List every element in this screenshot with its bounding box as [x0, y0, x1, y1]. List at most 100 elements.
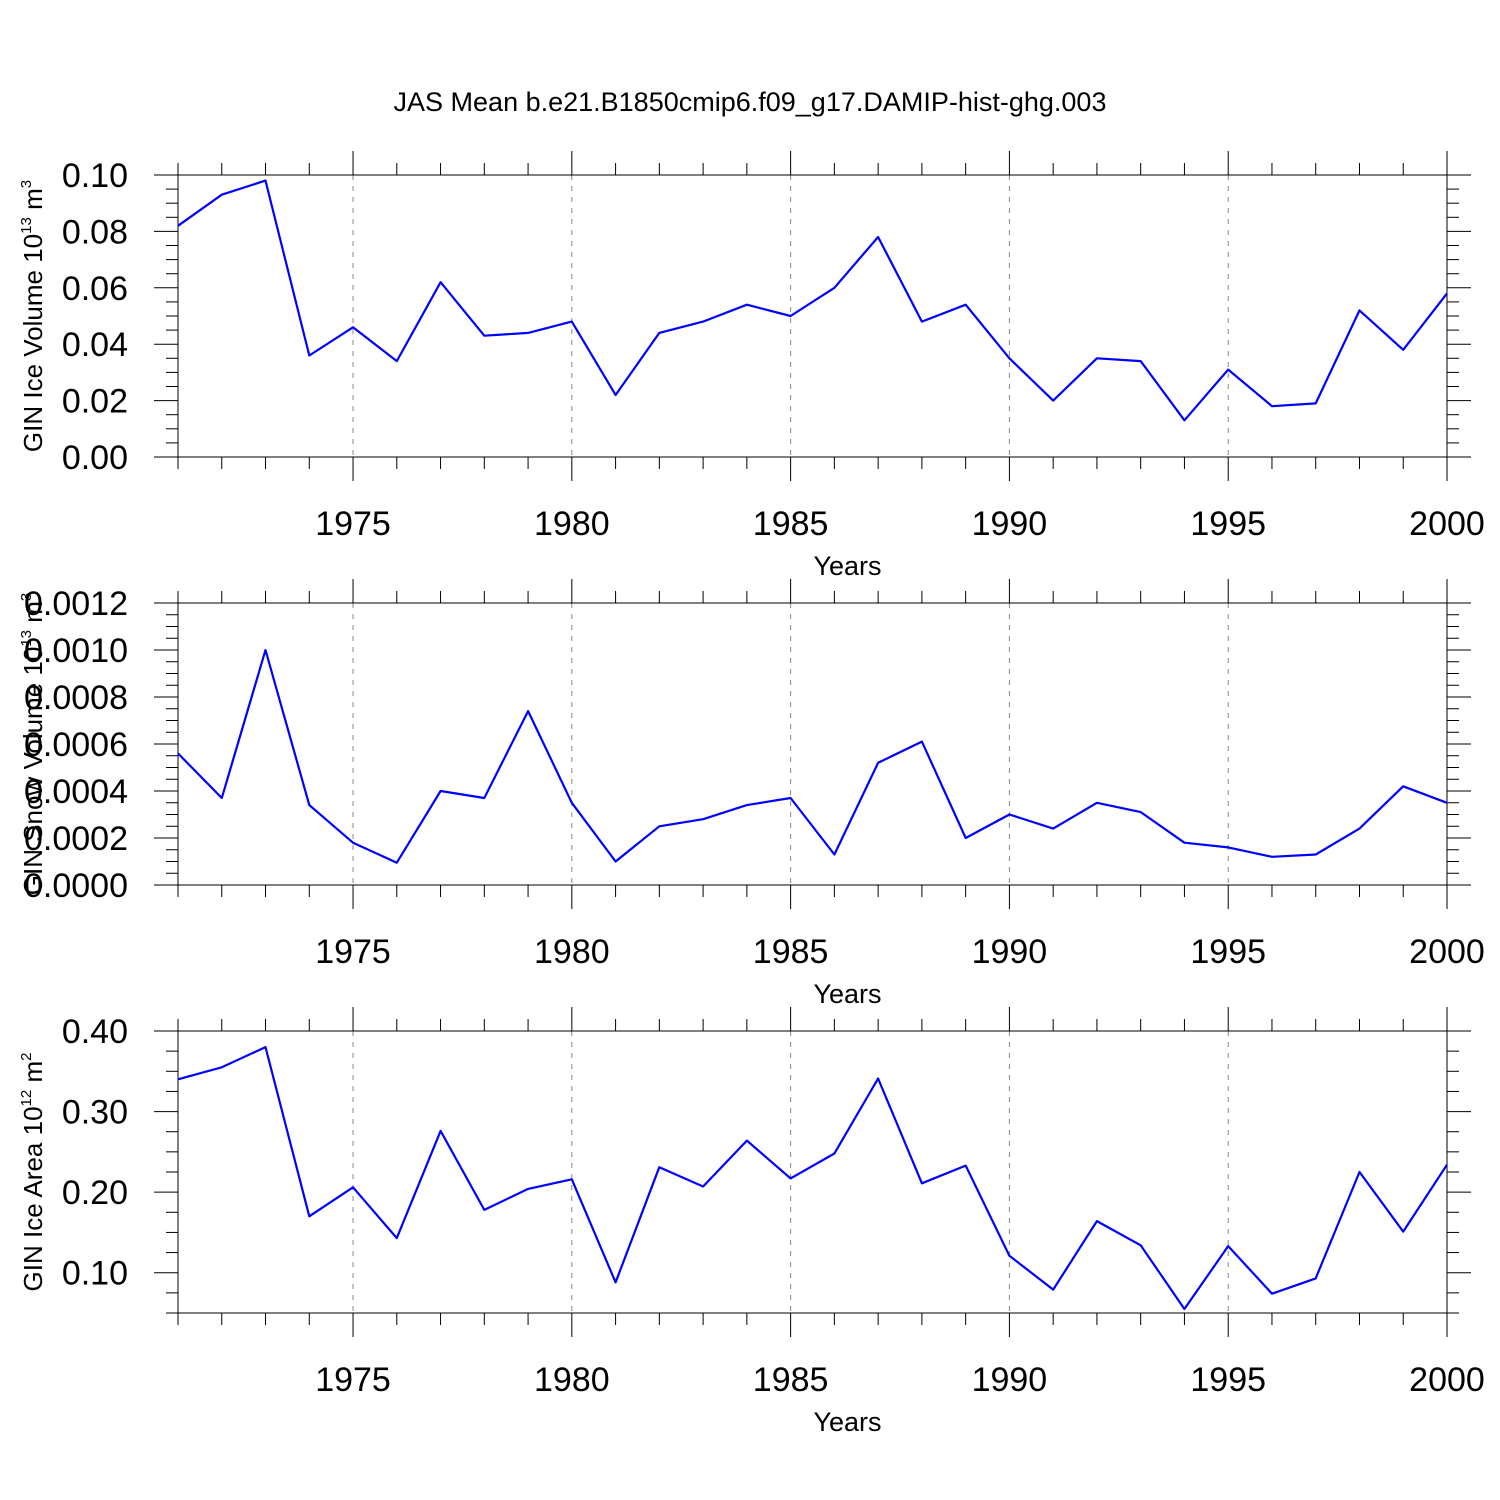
- data-point: [657, 824, 661, 828]
- y-tick-label: 0.40: [62, 1013, 128, 1051]
- chart-panel-1: 0.00 0.02 0.04 0.06 0.08 0.10 1975 1980 1985 1990…: [18, 151, 1485, 581]
- y-axis-label-unit: m: [18, 188, 48, 217]
- y-tick-label: 0.0000: [24, 867, 128, 905]
- x-axis-label: Years: [813, 1407, 881, 1437]
- y-tick-label: 0.0010: [24, 632, 128, 670]
- data-point: [1095, 356, 1099, 360]
- y-tick-label: 0.02: [62, 383, 128, 421]
- x-tick-label: 1990: [972, 933, 1048, 971]
- y-axis-label-unit-exponent: 3: [18, 180, 35, 188]
- y-axis-label-main: GIN Ice Area 10: [18, 1106, 48, 1291]
- data-point: [789, 1176, 793, 1180]
- y-axis-label: GIN Ice Volume 1013 m3: [18, 180, 48, 452]
- data-point: [701, 320, 705, 324]
- y-tick-label: 0.30: [62, 1094, 128, 1132]
- data-point: [351, 841, 355, 845]
- data-point: [1182, 418, 1186, 422]
- data-point: [964, 1164, 968, 1168]
- data-point: [1357, 827, 1361, 831]
- data-point: [657, 331, 661, 335]
- data-point: [176, 751, 180, 755]
- data-point: [876, 235, 880, 239]
- data-point: [1051, 1288, 1055, 1292]
- data-point: [1314, 401, 1318, 405]
- data-point: [1270, 1292, 1274, 1296]
- data-point: [351, 325, 355, 329]
- x-tick-label: 1990: [972, 1361, 1048, 1399]
- y-tick-label: 0.10: [62, 157, 128, 195]
- data-point: [395, 1236, 399, 1240]
- x-tick-label: 1985: [753, 1361, 829, 1399]
- plot-frame: [177, 602, 1448, 886]
- data-point: [1095, 1219, 1099, 1223]
- data-point: [1139, 810, 1143, 814]
- data-point: [1182, 841, 1186, 845]
- x-tick-label: 1975: [315, 1361, 391, 1399]
- data-point: [439, 1129, 443, 1133]
- data-point: [964, 303, 968, 307]
- data-point: [1226, 1244, 1230, 1248]
- data-point: [701, 817, 705, 821]
- data-point: [789, 796, 793, 800]
- data-point: [1401, 784, 1405, 788]
- x-tick-label: 1990: [972, 505, 1048, 543]
- data-point: [1314, 1276, 1318, 1280]
- y-tick-label: 0.20: [62, 1174, 128, 1212]
- x-tick-label: 1980: [534, 505, 610, 543]
- chart-panel-3: 0.10 0.20 0.30 0.40 1975 1980 1985 1990 1995 2000…: [18, 1007, 1485, 1437]
- y-tick-label: 0.08: [62, 213, 128, 251]
- x-tick-label: 1995: [1190, 933, 1266, 971]
- x-tick-label: 2000: [1409, 1361, 1485, 1399]
- data-point: [1139, 1243, 1143, 1247]
- y-tick-label: 0.0002: [24, 820, 128, 858]
- data-point: [789, 314, 793, 318]
- data-point: [1357, 308, 1361, 312]
- y-axis-label-exponent: 13: [18, 630, 35, 647]
- data-point: [1007, 813, 1011, 817]
- y-axis-label-main: GIN Snow Volume 10: [18, 647, 48, 896]
- data-point: [570, 1177, 574, 1181]
- y-tick-label: 0.0008: [24, 679, 128, 717]
- data-point: [964, 836, 968, 840]
- data-point: [876, 761, 880, 765]
- data-point: [220, 796, 224, 800]
- data-point: [482, 334, 486, 338]
- figure-title: JAS Mean b.e21.B1850cmip6.f09_g17.DAMIP-…: [394, 87, 1107, 117]
- data-series-line: [177, 179, 1448, 422]
- data-point: [614, 860, 618, 864]
- plot-frame: [177, 174, 1448, 458]
- y-axis-label-unit: m: [18, 601, 48, 630]
- data-point: [920, 1181, 924, 1185]
- chart-panel-2: 0.0000 0.0002 0.0004 0.0006 0.0008 0.0010 0.00…: [18, 579, 1485, 1009]
- x-tick-label: 1995: [1190, 1361, 1266, 1399]
- data-point: [1445, 801, 1449, 805]
- data-point: [1051, 399, 1055, 403]
- data-point: [1226, 845, 1230, 849]
- data-point: [1139, 359, 1143, 363]
- data-point: [351, 1185, 355, 1189]
- data-point: [395, 861, 399, 865]
- data-point: [482, 1208, 486, 1212]
- y-tick-label: 0.04: [62, 326, 128, 364]
- data-point: [832, 852, 836, 856]
- data-series-line: [177, 1045, 1448, 1311]
- data-point: [526, 1187, 530, 1191]
- data-point: [1314, 852, 1318, 856]
- data-point: [526, 709, 530, 713]
- data-point: [1226, 368, 1230, 372]
- data-point: [876, 1077, 880, 1081]
- data-point: [745, 803, 749, 807]
- x-tick-label: 1985: [753, 505, 829, 543]
- data-point: [1270, 855, 1274, 859]
- x-tick-label: 2000: [1409, 505, 1485, 543]
- y-tick-label: 0.10: [62, 1255, 128, 1293]
- x-tick-label: 1980: [534, 933, 610, 971]
- data-series-line: [177, 648, 1448, 864]
- data-point: [832, 1151, 836, 1155]
- x-tick-label: 1995: [1190, 505, 1266, 543]
- data-point: [307, 803, 311, 807]
- data-point: [920, 740, 924, 744]
- y-axis-label: GIN Ice Area 1012 m2: [18, 1053, 48, 1292]
- panels: 0.00 0.02 0.04 0.06 0.08 0.10 1975 1980 1985 1990…: [18, 151, 1485, 1437]
